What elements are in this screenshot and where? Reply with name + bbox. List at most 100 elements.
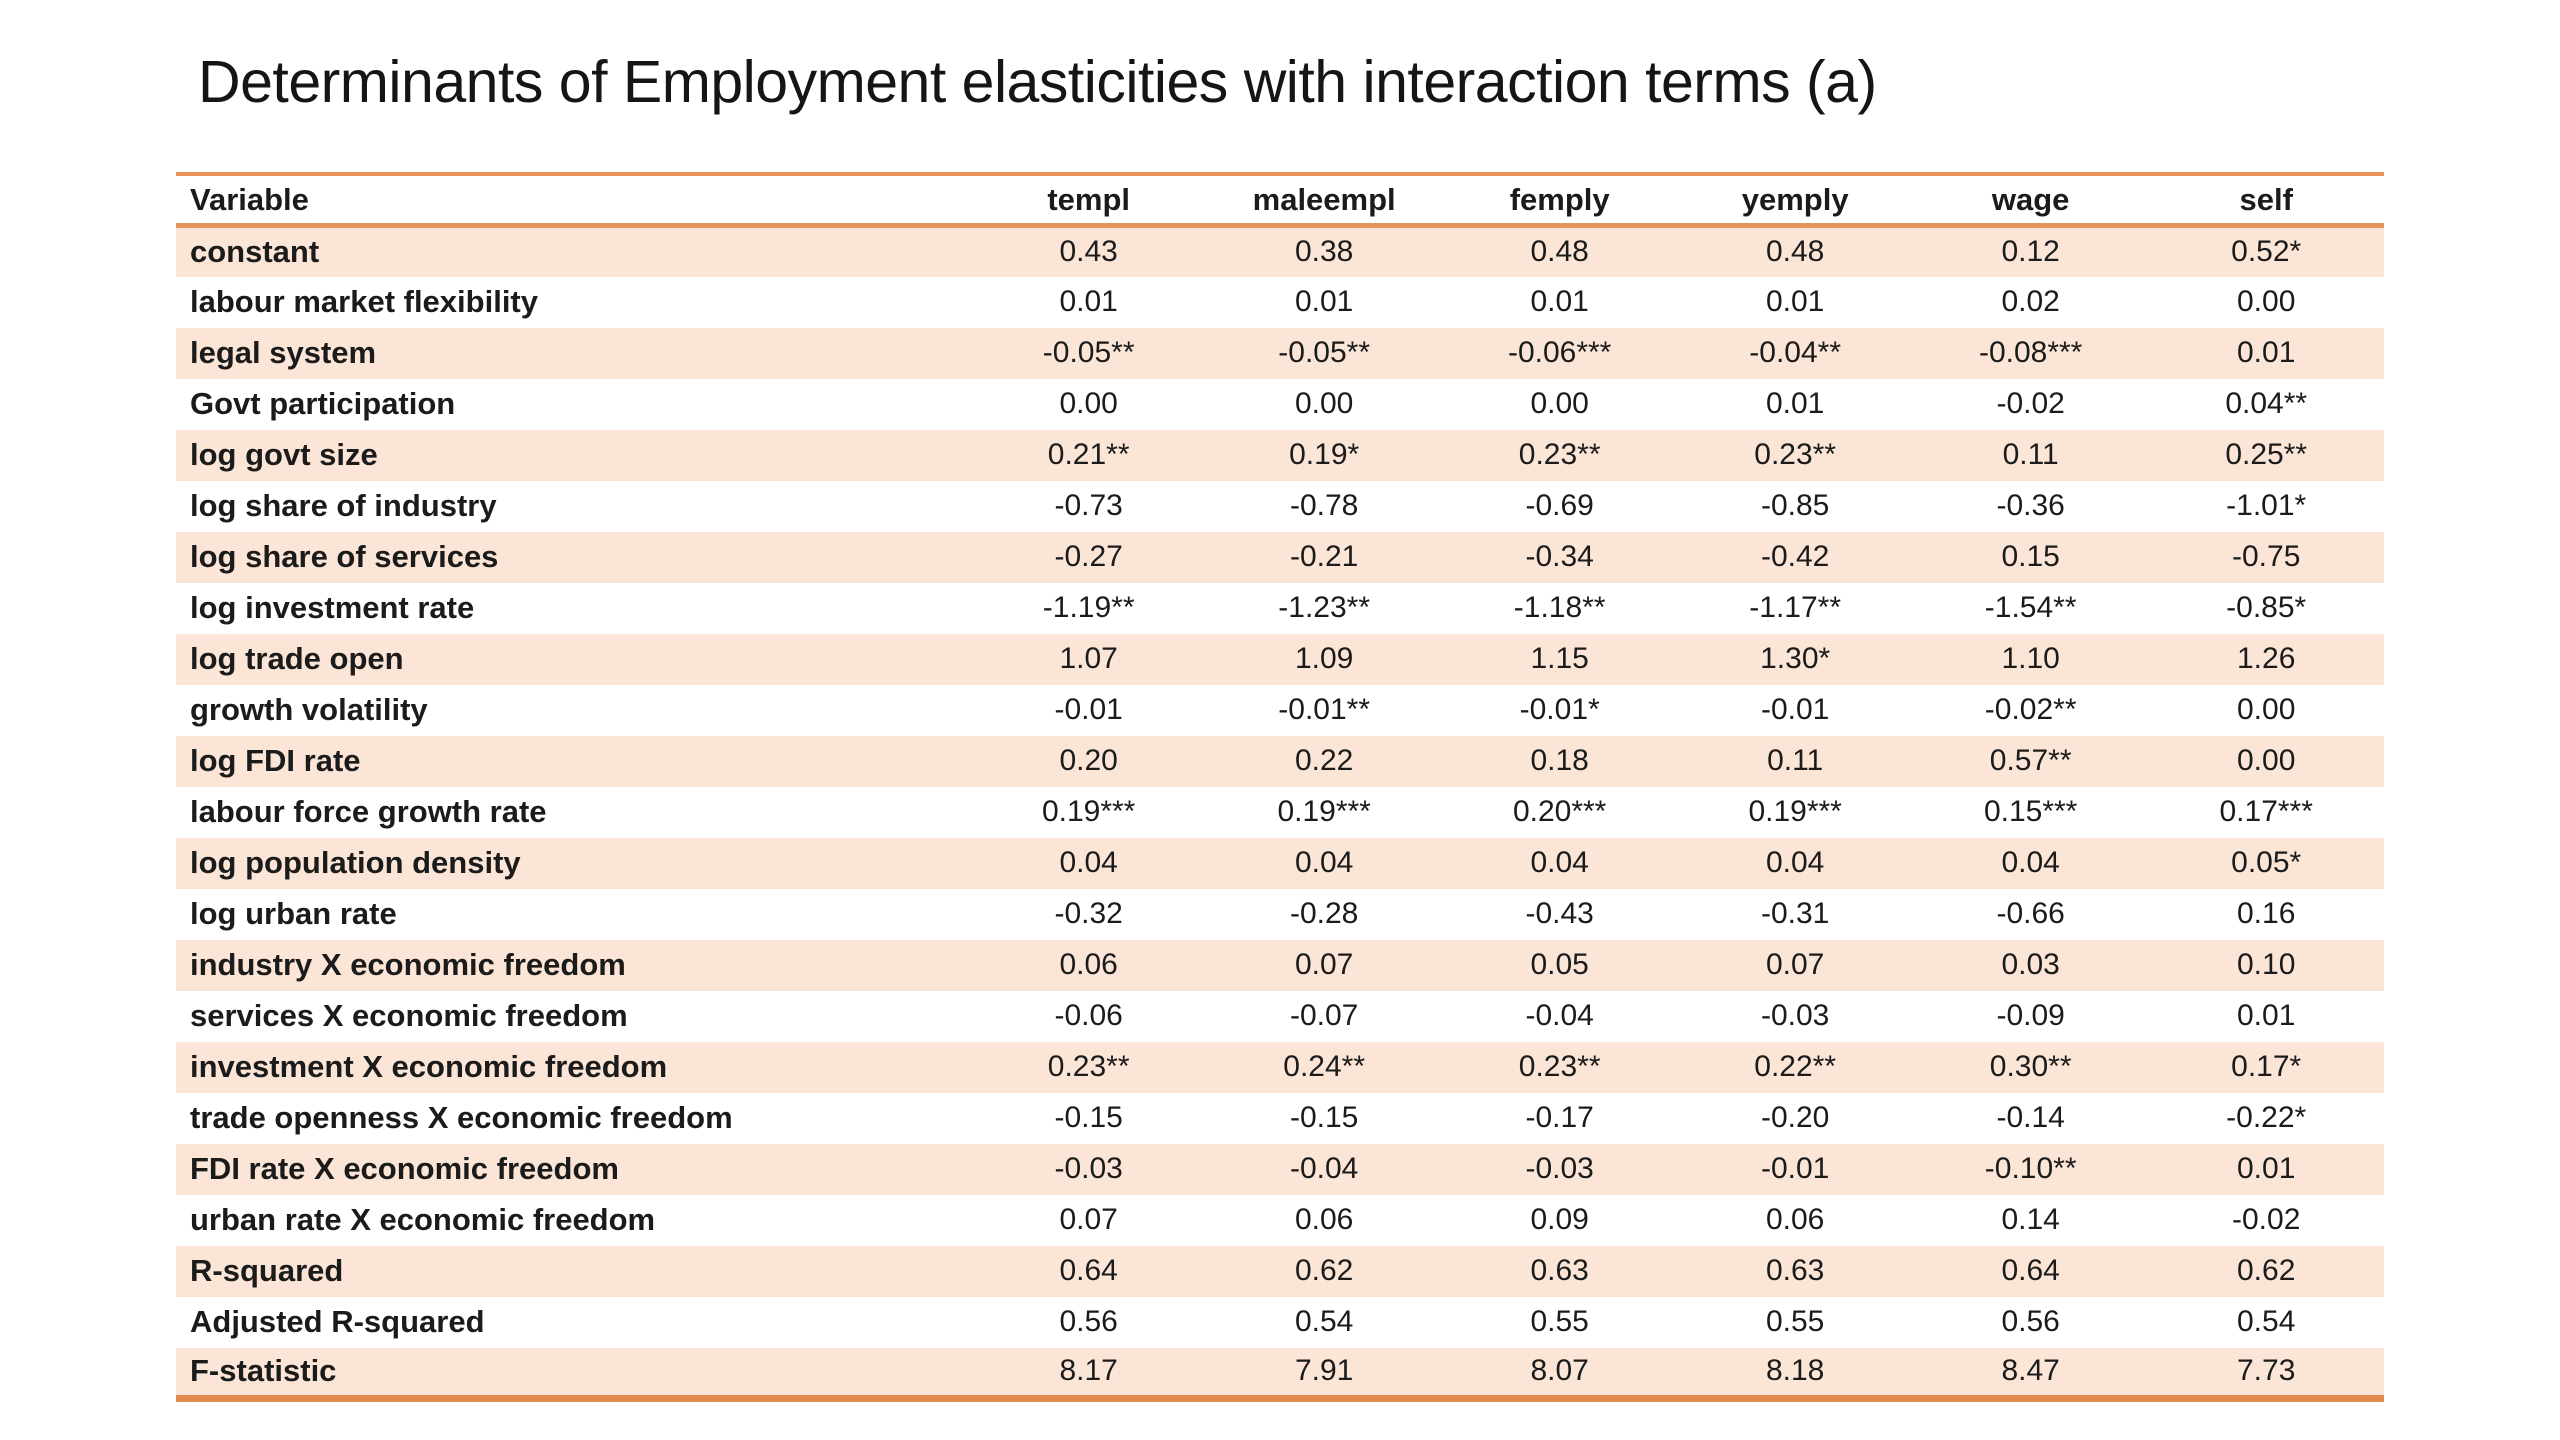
value-cell: 0.04 [1294, 846, 1354, 879]
value-cell: 0.20 [1059, 744, 1118, 777]
value-cell: 1.09 [1294, 642, 1354, 675]
value-cell: -0.01 [1760, 1152, 1830, 1185]
value-cell: 0.01 [1765, 285, 1825, 318]
value-cell: 0.04 [1530, 846, 1589, 879]
column-header-wage: wage [1912, 174, 2149, 228]
value-cell: 0.57** [1989, 744, 2072, 777]
value-cell: 0.63 [1530, 1254, 1589, 1287]
table-body: constant 0.43 0.38 0.48 0.48 0.12 0.52* … [176, 225, 2384, 1399]
variable-name-cell: urban rate X economic freedom [190, 1202, 656, 1237]
value-cell: 0.01 [2237, 1152, 2296, 1185]
table-row: F-statistic 8.17 7.91 8.07 8.18 8.47 7.7… [176, 1347, 2384, 1399]
value-cell: -0.15 [1054, 1101, 1123, 1134]
column-header-yemply: yemply [1677, 174, 1913, 228]
value-cell: -0.75 [2232, 540, 2301, 573]
table-row: log trade open 1.07 1.09 1.15 1.30* 1.10… [176, 633, 2384, 685]
value-cell: -0.14 [1996, 1101, 2065, 1134]
value-cell: -0.07 [1289, 999, 1359, 1032]
value-cell: 0.43 [1059, 235, 1118, 269]
table-row: log govt size 0.21** 0.19* 0.23** 0.23**… [176, 429, 2384, 481]
variable-name-cell: log population density [190, 845, 521, 880]
value-cell: 0.01 [1530, 285, 1589, 318]
value-cell: -0.69 [1525, 489, 1594, 522]
value-cell: -0.17 [1525, 1101, 1594, 1134]
value-cell: -0.02 [2232, 1203, 2301, 1236]
value-cell: 0.01 [2237, 336, 2296, 369]
variable-name-cell: FDI rate X economic freedom [190, 1151, 619, 1186]
value-cell: -1.19** [1042, 591, 1135, 624]
value-cell: 0.10 [2237, 948, 2296, 981]
variable-name-cell: constant [190, 234, 320, 270]
value-cell: 8.47 [2001, 1354, 2060, 1388]
value-cell: 0.16 [2237, 897, 2296, 930]
value-cell: 0.01 [2237, 999, 2296, 1032]
table-row: urban rate X economic freedom 0.07 0.06 … [176, 1194, 2384, 1246]
value-cell: 1.07 [1059, 642, 1118, 675]
value-cell: -0.31 [1760, 897, 1830, 930]
value-cell: -0.08*** [1978, 336, 2083, 369]
value-cell: -1.01* [2226, 489, 2307, 522]
column-header-self: self [2148, 174, 2384, 228]
variable-name-cell: log share of industry [190, 488, 497, 523]
value-cell: 0.04 [2001, 846, 2060, 879]
value-cell: -0.21 [1289, 540, 1359, 573]
value-cell: 1.30* [1760, 642, 1831, 675]
value-cell: 0.12 [2001, 235, 2060, 269]
variable-name-cell: log govt size [190, 437, 378, 472]
value-cell: 8.18 [1765, 1354, 1825, 1388]
table-row: growth volatility -0.01 -0.01** -0.01* -… [176, 684, 2384, 736]
value-cell: 0.22** [1754, 1050, 1837, 1083]
value-cell: 0.63 [1765, 1254, 1825, 1287]
table-row: labour market flexibility 0.01 0.01 0.01… [176, 276, 2384, 328]
value-cell: 0.06 [1765, 1203, 1825, 1236]
table-row: log population density 0.04 0.04 0.04 0.… [176, 837, 2384, 889]
value-cell: 0.56 [2001, 1305, 2060, 1338]
value-cell: -0.09 [1996, 999, 2065, 1032]
value-cell: 0.00 [1059, 387, 1118, 420]
value-cell: 0.06 [1059, 948, 1118, 981]
value-cell: 0.22 [1294, 744, 1354, 777]
value-cell: -0.15 [1289, 1101, 1359, 1134]
value-cell: 0.00 [1294, 387, 1354, 420]
value-cell: 0.00 [2237, 744, 2296, 777]
value-cell: -0.36 [1996, 489, 2065, 522]
value-cell: -0.01 [1760, 693, 1830, 726]
value-cell: -0.32 [1054, 897, 1123, 930]
value-cell: 0.04 [1059, 846, 1118, 879]
table-row: log share of industry -0.73 -0.78 -0.69 … [176, 480, 2384, 532]
value-cell: 0.00 [2237, 693, 2296, 726]
value-cell: -0.22* [2226, 1101, 2307, 1134]
value-cell: -0.03 [1054, 1152, 1123, 1185]
value-cell: 0.62 [1294, 1254, 1354, 1287]
value-cell: 0.02 [2001, 285, 2060, 318]
value-cell: 0.07 [1765, 948, 1825, 981]
value-cell: 1.15 [1530, 642, 1589, 675]
value-cell: -0.28 [1289, 897, 1359, 930]
value-cell: 0.19*** [1277, 795, 1371, 828]
value-cell: 0.56 [1059, 1305, 1118, 1338]
value-cell: 0.23** [1518, 1050, 1601, 1083]
header-row: Variable templ maleempl femply yemply wa… [176, 174, 2384, 228]
value-cell: 0.00 [1530, 387, 1589, 420]
table-row: investment X economic freedom 0.23** 0.2… [176, 1041, 2384, 1093]
value-cell: -1.23** [1278, 591, 1371, 624]
variable-name-cell: labour force growth rate [190, 794, 547, 829]
value-cell: -0.02** [1984, 693, 2077, 726]
table-row: log FDI rate 0.20 0.22 0.18 0.11 0.57** … [176, 735, 2384, 787]
value-cell: 0.01 [1294, 285, 1354, 318]
variable-name-cell: log investment rate [190, 590, 475, 625]
value-cell: 0.06 [1294, 1203, 1354, 1236]
value-cell: 0.19*** [1748, 795, 1842, 828]
value-cell: -0.85* [2226, 591, 2307, 624]
value-cell: 0.11 [1767, 744, 1824, 777]
value-cell: -0.34 [1525, 540, 1594, 573]
value-cell: -0.73 [1054, 489, 1123, 522]
table-row: Adjusted R-squared 0.56 0.54 0.55 0.55 0… [176, 1296, 2384, 1348]
variable-name-cell: legal system [190, 335, 377, 370]
value-cell: 0.04 [1765, 846, 1825, 879]
value-cell: 8.07 [1530, 1354, 1589, 1388]
column-header-templ: templ [970, 174, 1207, 228]
value-cell: 0.05* [2231, 846, 2302, 879]
value-cell: 0.25** [2225, 438, 2308, 471]
